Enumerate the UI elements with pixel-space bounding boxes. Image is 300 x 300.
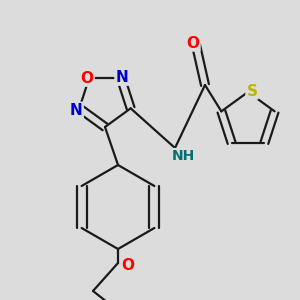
Text: O: O <box>122 257 134 272</box>
Text: S: S <box>247 83 257 98</box>
Text: O: O <box>187 35 200 50</box>
Text: N: N <box>70 103 83 118</box>
Text: N: N <box>116 70 128 85</box>
Text: NH: NH <box>171 149 195 163</box>
Text: O: O <box>81 71 94 86</box>
